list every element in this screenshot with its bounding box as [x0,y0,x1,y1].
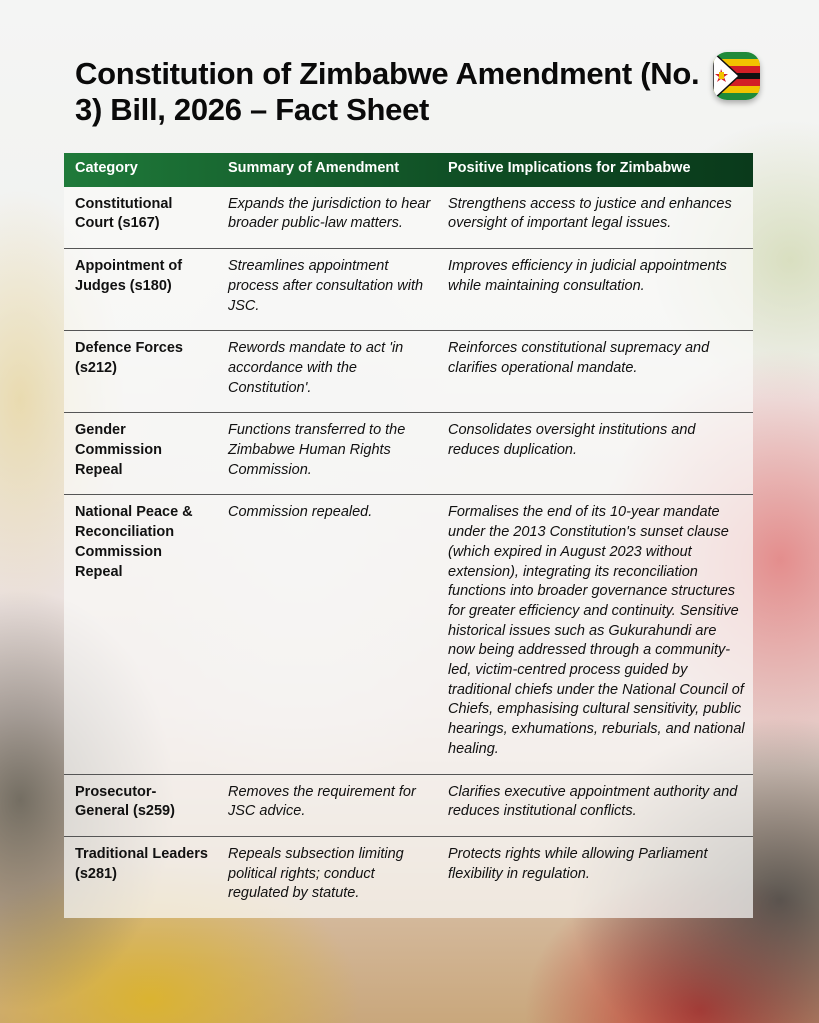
implications-cell: Protects rights while allowing Parliamen… [448,845,708,882]
fact-sheet-table: Category Summary of Amendment Positive I… [64,153,753,919]
table-row: Prosecutor-General (s259) Removes the req… [64,774,753,837]
table-row: Gender Commission Repeal Functions transf… [64,412,753,495]
table-row: Constitutional Court (s167) Expands the j… [64,186,753,249]
category-cell: Prosecutor-General (s259) [75,783,175,820]
category-cell: Traditional Leaders (s281) [75,845,208,882]
header-summary: Summary of Amendment [228,160,400,176]
table-row: Appointment of Judges (s180) Streamlines … [64,248,753,331]
summary-cell: Streamlines appointment process after co… [228,258,424,314]
summary-cell: Removes the requirement for JSC advice. [228,783,416,820]
summary-cell: Rewords mandate to act 'in accordance wi… [228,340,404,396]
table-row: Traditional Leaders (s281) Repeals subsec… [64,836,753,919]
category-cell: Constitutional Court (s167) [75,195,173,232]
category-cell: National Peace & Reconciliation Commissi… [75,504,193,580]
implications-cell: Consolidates oversight institutions and … [448,422,696,459]
header-category: Category [75,160,138,176]
implications-cell: Improves efficiency in judicial appointm… [448,258,727,294]
category-cell: Appointment of Judges (s180) [75,258,183,294]
implications-cell: Clarifies executive appointment authorit… [448,783,738,820]
summary-cell: Functions transferred to the Zimbabwe Hu… [228,422,406,478]
category-cell: Defence Forces (s212) [75,340,183,376]
summary-cell: Repeals subsection limiting political ri… [228,845,404,902]
zimbabwe-flag-icon [713,52,760,100]
category-cell: Gender Commission Repeal [75,422,163,478]
summary-cell: Expands the jurisdiction to hear broader… [228,195,431,232]
implications-cell: Strengthens access to justice and enhanc… [448,195,732,232]
table-row: National Peace & Reconciliation Commissi… [64,494,753,775]
implications-cell: Formalises the end of its 10-year mandat… [448,504,745,757]
header-implications: Positive Implications for Zimbabwe [448,160,691,176]
table-header-row: Category Summary of Amendment Positive I… [64,153,753,187]
page-title: Constitution of Zimbabwe Amendment (No. … [75,56,700,127]
summary-cell: Commission repealed. [228,504,373,521]
implications-cell: Reinforces constitutional supremacy and … [448,340,710,376]
table-row: Defence Forces (s212) Rewords mandate to … [64,330,753,413]
